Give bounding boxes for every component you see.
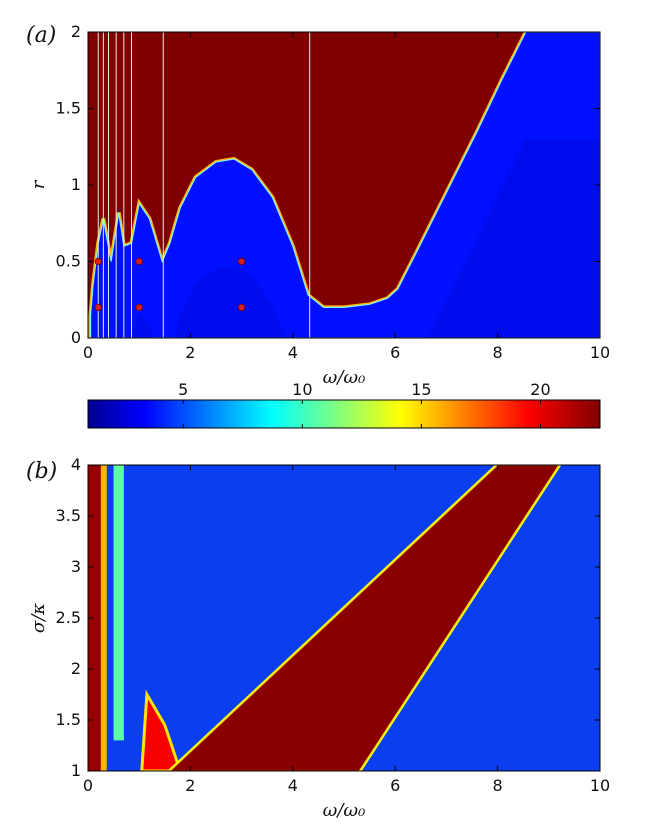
axes-a-xticks: 0 2 4 6 8 10 xyxy=(83,32,610,362)
panel-a-label: (a) xyxy=(26,23,56,48)
ytick-label: 1.5 xyxy=(56,710,81,729)
panel-b: 0 2 4 6 8 10 1 1.5 2 2.5 3 3.5 4 (b) ω/ω₀ σ/κ xyxy=(26,455,610,821)
data-marker xyxy=(238,303,246,311)
xtick-label: 8 xyxy=(493,776,503,795)
ytick-label: 2.5 xyxy=(56,608,81,627)
ytick-label: 2 xyxy=(71,659,81,678)
colorbar-tick-label: 15 xyxy=(411,380,431,399)
axis-a-ylabel: r xyxy=(28,179,49,189)
heatmap-a-vertical-lines xyxy=(97,32,311,338)
data-marker xyxy=(94,257,102,266)
ytick-label: 2 xyxy=(71,22,81,41)
ytick-label: 1 xyxy=(71,761,81,780)
data-marker xyxy=(135,257,143,266)
ytick-label: 1 xyxy=(71,175,81,194)
small-wedge xyxy=(140,689,182,771)
colorbar-tick-label: 20 xyxy=(530,380,550,399)
heatmap-a-blue-region xyxy=(89,32,600,338)
heatmap-a xyxy=(88,32,600,338)
xtick-label: 2 xyxy=(185,776,195,795)
xtick-label: 8 xyxy=(493,343,503,362)
xtick-label: 10 xyxy=(590,343,610,362)
heatmap-a-region xyxy=(88,32,600,338)
data-marker xyxy=(94,303,102,311)
heatmap-a-markers xyxy=(94,257,246,311)
axes-a-yticks: 0 0.5 1 1.5 2 xyxy=(56,22,600,347)
xtick-label: 4 xyxy=(288,776,298,795)
ytick-label: 0 xyxy=(71,328,81,347)
axes-b-xticks: 0 2 4 6 8 10 xyxy=(83,465,610,795)
ytick-label: 3 xyxy=(71,557,81,576)
xtick-label: 0 xyxy=(83,776,93,795)
axis-b-xlabel: ω/ω₀ xyxy=(323,800,366,821)
xtick-label: 6 xyxy=(390,343,400,362)
axis-b-ylabel: σ/κ xyxy=(28,603,49,633)
colorbar: 5 10 15 20 xyxy=(87,380,601,429)
red-wedge xyxy=(169,465,560,771)
xtick-label: 0 xyxy=(83,343,93,362)
heatmap-a-shade xyxy=(100,139,600,338)
panel-a: 0 2 4 6 8 10 0 0.5 1 1.5 2 (a) ω/ω₀ r xyxy=(26,22,610,388)
ytick-label: 1.5 xyxy=(56,99,81,118)
ytick-label: 4 xyxy=(71,455,81,474)
heatmap-b-region xyxy=(88,465,562,771)
colorbar-ticks: 5 10 15 20 xyxy=(178,380,551,428)
colorbar-tick-label: 10 xyxy=(292,380,312,399)
data-marker xyxy=(135,303,143,311)
panel-b-label: (b) xyxy=(26,459,57,484)
colorbar-gradient xyxy=(87,399,601,429)
ytick-label: 0.5 xyxy=(56,252,81,271)
xtick-label: 6 xyxy=(390,776,400,795)
xtick-label: 2 xyxy=(185,343,195,362)
xtick-label: 10 xyxy=(590,776,610,795)
axis-a-xlabel: ω/ω₀ xyxy=(323,367,366,388)
heatmap-b xyxy=(88,465,600,771)
colorbar-tick-label: 5 xyxy=(178,380,188,399)
xtick-label: 4 xyxy=(288,343,298,362)
ytick-label: 3.5 xyxy=(56,506,81,525)
left-band xyxy=(88,465,101,771)
cyan-band xyxy=(113,465,124,741)
axes-b-yticks: 1 1.5 2 2.5 3 3.5 4 xyxy=(56,455,600,780)
data-marker xyxy=(238,257,246,266)
